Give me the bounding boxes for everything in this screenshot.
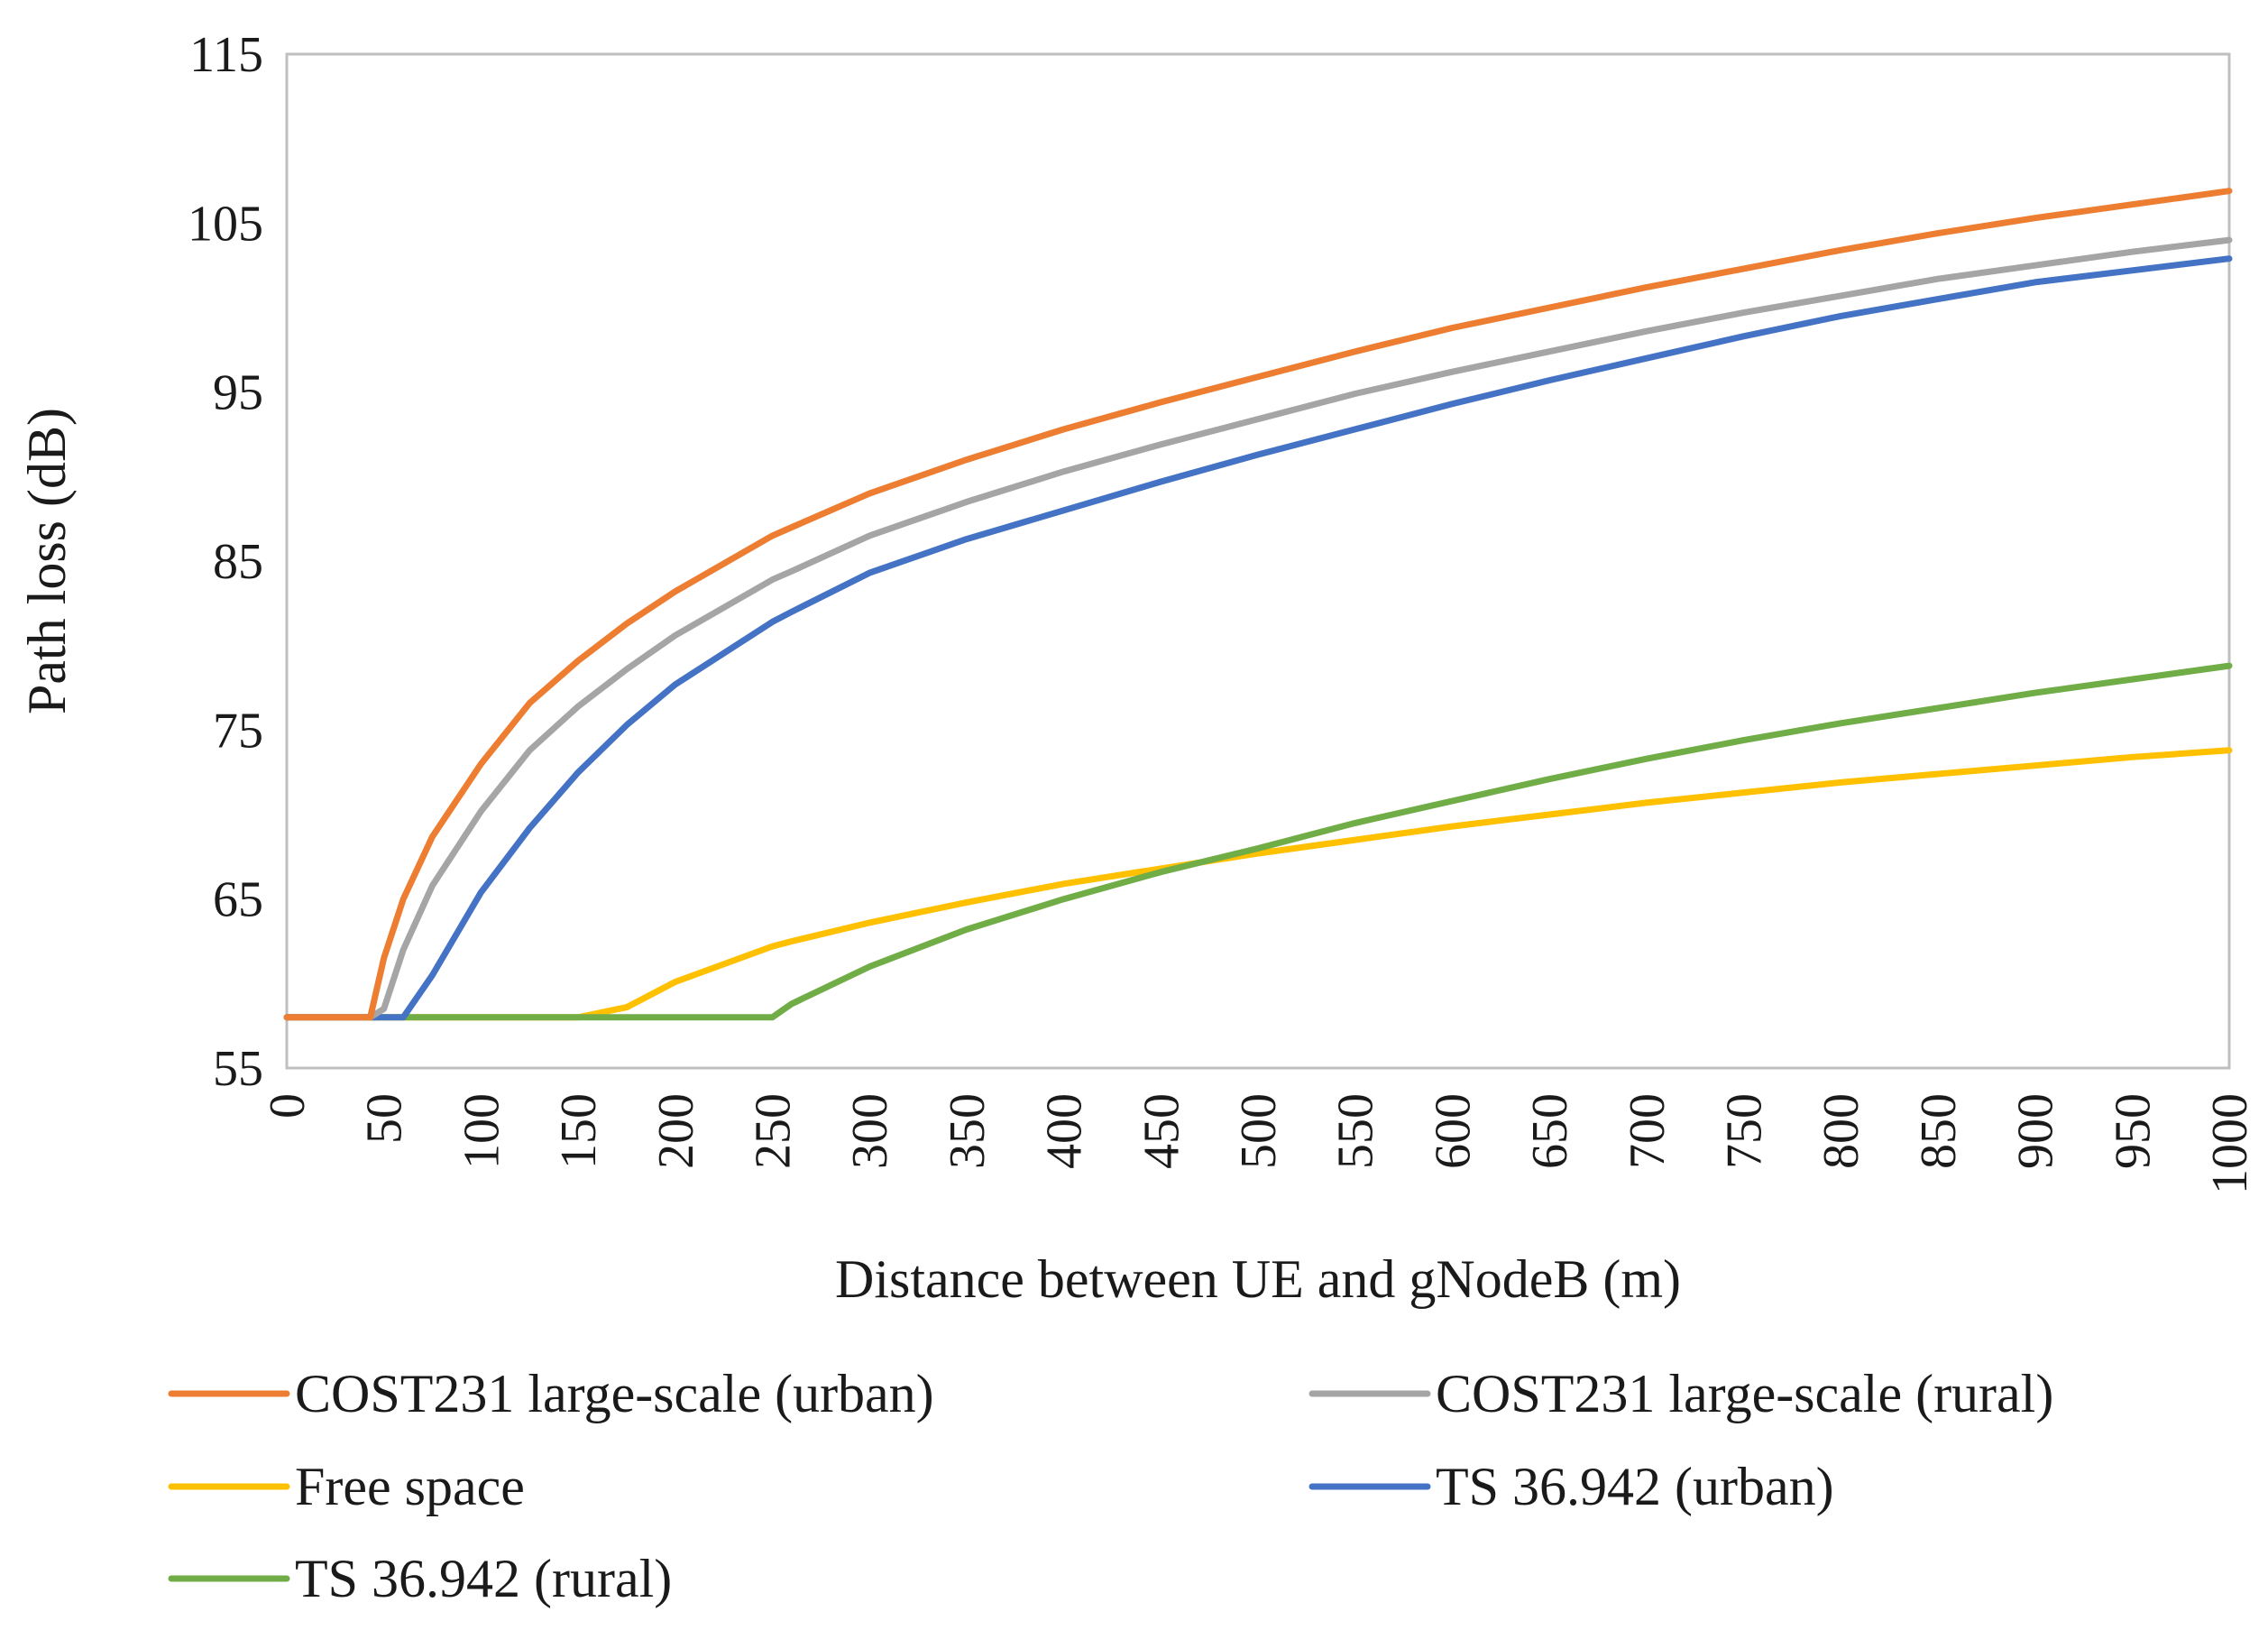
series-lines <box>283 188 2233 1021</box>
x-tick-label: 550 <box>1328 1093 1384 1169</box>
y-tick-label: 95 <box>213 365 263 421</box>
x-tick-label: 150 <box>551 1093 607 1169</box>
x-axis-tick-labels: 0 50 100 150 200 250 300 350 400 450 500 550 600 650 7… <box>260 1093 2258 1194</box>
series-line-3 <box>283 255 2233 1021</box>
y-tick-label: 105 <box>188 196 263 252</box>
x-tick-label: 700 <box>1620 1093 1676 1169</box>
x-tick-label: 450 <box>1134 1093 1189 1169</box>
y-tick-label: 115 <box>189 27 263 83</box>
x-tick-label: 200 <box>648 1093 704 1169</box>
series-line-0 <box>283 188 2233 1021</box>
x-axis-title: Distance between UE and gNodeB (m) <box>835 1249 1681 1309</box>
y-tick-label: 75 <box>213 703 263 759</box>
series-line-1 <box>283 236 2233 1021</box>
y-tick-label: 55 <box>213 1041 263 1097</box>
x-tick-label: 400 <box>1037 1093 1093 1169</box>
legend-label: TS 36.942 (rural) <box>295 1549 672 1608</box>
legend: COST231 large-scale (urban) COST231 large… <box>168 1364 2053 1608</box>
legend-item: COST231 large-scale (urban) <box>168 1364 934 1423</box>
x-tick-label: 850 <box>1911 1093 1967 1169</box>
x-tick-label: 1000 <box>2202 1093 2258 1194</box>
legend-item: Free space <box>168 1457 525 1516</box>
legend-label: Free space <box>295 1457 525 1516</box>
x-tick-label: 600 <box>1425 1093 1481 1169</box>
x-tick-label: 500 <box>1231 1093 1287 1169</box>
legend-label: TS 36.942 (urban) <box>1436 1457 1834 1516</box>
series-line-4 <box>283 662 2233 1021</box>
y-tick-label: 65 <box>213 872 263 928</box>
legend-item: TS 36.942 (urban) <box>1308 1457 1834 1516</box>
legend-label: COST231 large-scale (rural) <box>1436 1364 2053 1423</box>
x-tick-label: 0 <box>260 1093 316 1119</box>
legend-item: TS 36.942 (rural) <box>168 1549 672 1608</box>
legend-item: COST231 large-scale (rural) <box>1308 1364 2053 1423</box>
x-tick-label: 100 <box>454 1093 510 1169</box>
x-tick-label: 350 <box>940 1093 996 1169</box>
y-tick-label: 85 <box>213 534 263 590</box>
x-tick-label: 650 <box>1522 1093 1578 1169</box>
x-tick-label: 800 <box>1813 1093 1869 1169</box>
plot-area-frame <box>285 52 2231 1070</box>
x-tick-label: 50 <box>357 1093 413 1144</box>
x-tick-label: 250 <box>746 1093 802 1169</box>
legend-label: COST231 large-scale (urban) <box>295 1364 934 1423</box>
x-tick-label: 900 <box>2008 1093 2064 1169</box>
x-tick-label: 300 <box>842 1093 898 1169</box>
x-tick-label: 750 <box>1717 1093 1773 1169</box>
x-tick-label: 950 <box>2105 1093 2161 1169</box>
y-axis-tick-labels: 115 105 95 85 75 65 55 <box>188 27 263 1097</box>
y-axis-title: Path loss (dB) <box>17 408 77 714</box>
